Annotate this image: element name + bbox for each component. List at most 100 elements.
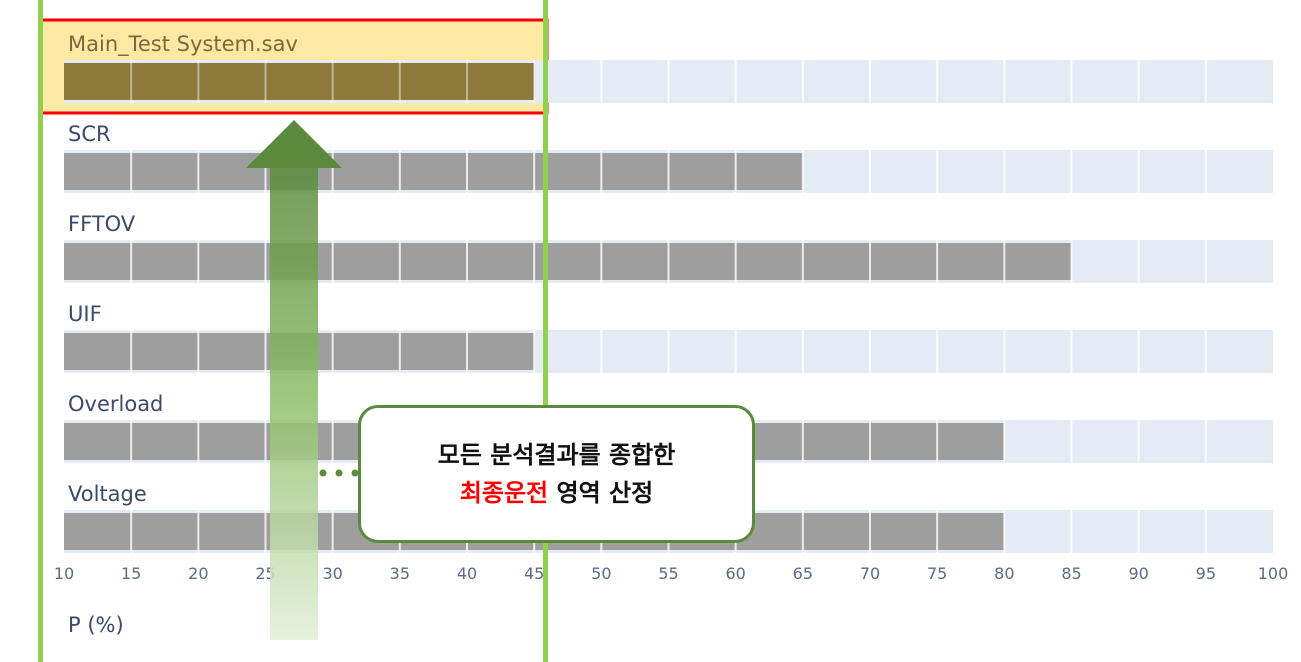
grid-line — [936, 510, 939, 553]
grid-line — [331, 60, 334, 103]
grid-line — [466, 60, 468, 103]
bar[interactable] — [64, 243, 1072, 280]
grid-line — [130, 150, 133, 193]
bar-row: FFTOV — [64, 212, 1273, 283]
x-tick-label: 90 — [1128, 564, 1148, 583]
grid-line — [1204, 150, 1207, 193]
grid-line — [1137, 150, 1140, 193]
grid-line — [1070, 510, 1073, 553]
grid-line — [667, 60, 670, 103]
grid-line — [331, 420, 334, 463]
grid-line — [600, 60, 603, 103]
grid-line — [1003, 420, 1006, 463]
grid-line — [1204, 420, 1207, 463]
category-label: Voltage — [68, 482, 147, 506]
grid-line — [936, 330, 939, 373]
grid-line — [1137, 330, 1140, 373]
x-tick-label: 50 — [591, 564, 611, 583]
grid-line — [331, 150, 334, 193]
grid-line — [600, 330, 603, 373]
bar-row: UIF — [64, 302, 1273, 373]
category-label: SCR — [68, 122, 111, 146]
grid-line — [197, 240, 200, 283]
bar[interactable] — [64, 153, 803, 190]
bar[interactable] — [64, 63, 535, 100]
grid-line — [197, 150, 200, 193]
grid-line — [869, 150, 871, 193]
grid-line — [398, 150, 401, 193]
grid-line — [801, 150, 804, 193]
x-tick-label: 15 — [121, 564, 141, 583]
grid-line — [1070, 330, 1073, 373]
annotation-line1: 모든 분석결과를 종합한 — [437, 441, 676, 469]
x-tick-label: 40 — [457, 564, 477, 583]
category-label: Overload — [68, 392, 163, 416]
x-tick-label: 55 — [658, 564, 678, 583]
grid-line — [936, 150, 939, 193]
up-arrow — [246, 120, 342, 640]
grid-line — [466, 240, 468, 283]
grid-line — [331, 330, 334, 373]
grid-line — [466, 330, 468, 373]
grid-line — [1070, 420, 1073, 463]
grid-line — [869, 420, 871, 463]
annotation-highlight: 최종운전 — [459, 479, 549, 507]
grid-line — [533, 60, 536, 103]
x-tick-label: 60 — [725, 564, 745, 583]
x-tick-label: 45 — [524, 564, 544, 583]
grid-line — [197, 510, 200, 553]
annotation-rest: 영역 산정 — [548, 479, 654, 507]
grid-line — [869, 240, 871, 283]
grid-line — [734, 150, 737, 193]
x-tick-label: 70 — [860, 564, 880, 583]
grid-line — [533, 240, 536, 283]
grid-line — [197, 60, 200, 103]
x-tick-label: 35 — [390, 564, 410, 583]
grid-line — [398, 240, 401, 283]
grid-line — [801, 330, 804, 373]
category-label: UIF — [68, 302, 102, 326]
dotted-connector — [319, 469, 359, 477]
grid-line — [130, 510, 133, 553]
x-tick-label: 95 — [1196, 564, 1216, 583]
grid-line — [1137, 240, 1140, 283]
grid-line — [1070, 150, 1073, 193]
grid-line — [869, 330, 871, 373]
grid-line — [734, 240, 737, 283]
grid-line — [801, 420, 804, 463]
x-tick-label: 20 — [188, 564, 208, 583]
grid-line — [331, 510, 334, 553]
grid-line — [600, 150, 603, 193]
bar-row: Main_Test System.sav — [38, 18, 1273, 115]
grid-line — [264, 420, 267, 463]
grid-line — [1137, 60, 1140, 103]
x-tick-label: 85 — [1061, 564, 1081, 583]
grid-line — [1204, 240, 1207, 283]
category-label: Main_Test System.sav — [68, 32, 298, 57]
grid-line — [1003, 60, 1006, 103]
grid-line — [667, 150, 670, 193]
x-axis-label: P (%) — [68, 613, 124, 637]
arrow-head-icon — [246, 120, 342, 168]
annotation-callout: 모든 분석결과를 종합한 최종운전 영역 산정 — [358, 405, 755, 543]
grid-line — [264, 240, 267, 283]
grid-line — [600, 240, 603, 283]
guide-line-right — [543, 0, 548, 662]
grid-line — [734, 330, 737, 373]
grid-line — [801, 510, 804, 553]
x-tick-label: 80 — [994, 564, 1014, 583]
grid-line — [801, 60, 804, 103]
grid-line — [398, 330, 401, 373]
grid-line — [936, 240, 939, 283]
grid-line — [197, 330, 200, 373]
grid-line — [1137, 420, 1140, 463]
grid-line — [264, 60, 267, 103]
grid-line — [1070, 60, 1073, 103]
grid-line — [667, 240, 670, 283]
grid-line — [1204, 330, 1207, 373]
grid-line — [1003, 510, 1006, 553]
bar-row: SCR — [64, 122, 1273, 193]
grid-line — [398, 60, 401, 103]
grid-line — [1204, 60, 1207, 103]
